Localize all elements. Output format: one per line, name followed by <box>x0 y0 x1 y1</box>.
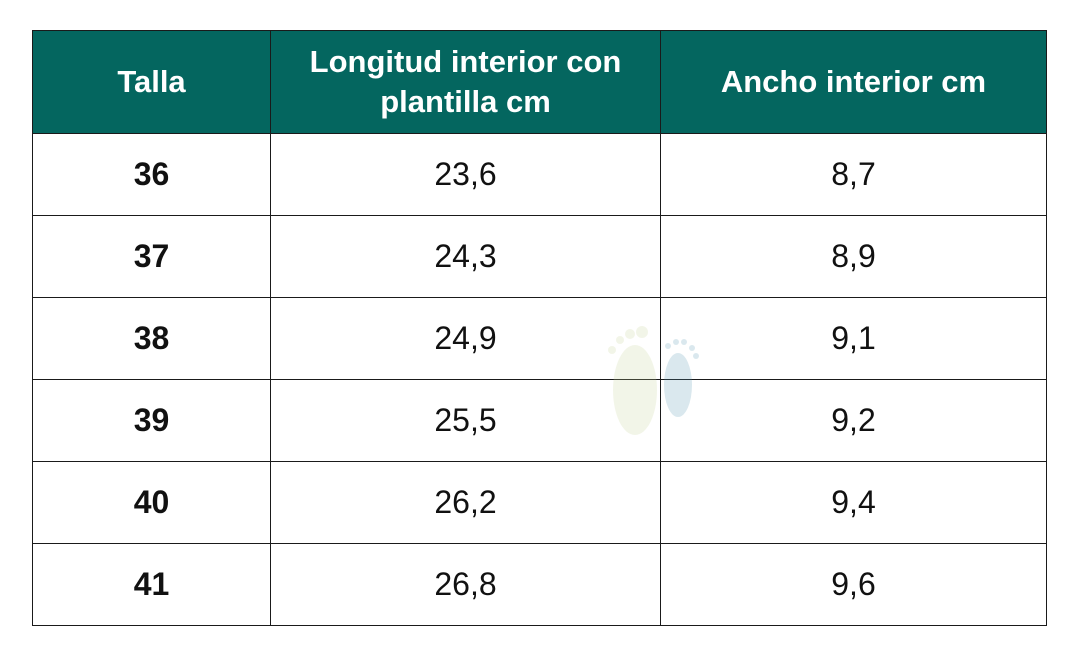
size-cell: 41 <box>32 543 271 626</box>
header-cell: Ancho interior cm <box>660 30 1047 134</box>
size-cell: 39 <box>32 379 271 462</box>
size-cell: 38 <box>32 297 271 380</box>
size-table: Talla Longitud interior con plantilla cm A… <box>32 30 1047 626</box>
table-row: 41 26,8 9,6 <box>32 543 1047 626</box>
table-row: 37 24,3 8,9 <box>32 215 1047 298</box>
measure-cell: 9,4 <box>660 461 1047 544</box>
table-row: 40 26,2 9,4 <box>32 461 1047 544</box>
measure-cell: 9,6 <box>660 543 1047 626</box>
size-cell: 40 <box>32 461 271 544</box>
header-row: Talla Longitud interior con plantilla cm A… <box>32 30 1047 134</box>
measure-cell: 24,3 <box>270 215 661 298</box>
size-cell: 37 <box>32 215 271 298</box>
table-row: 38 24,9 9,1 <box>32 297 1047 380</box>
measure-cell: 23,6 <box>270 133 661 216</box>
table-row: 39 25,5 9,2 <box>32 379 1047 462</box>
measure-cell: 25,5 <box>270 379 661 462</box>
measure-cell: 9,1 <box>660 297 1047 380</box>
size-cell: 36 <box>32 133 271 216</box>
measure-cell: 26,2 <box>270 461 661 544</box>
measure-cell: 8,9 <box>660 215 1047 298</box>
header-cell: Longitud interior con plantilla cm <box>270 30 661 134</box>
header-cell: Talla <box>32 30 271 134</box>
measure-cell: 8,7 <box>660 133 1047 216</box>
measure-cell: 26,8 <box>270 543 661 626</box>
watermark-feet <box>608 326 699 435</box>
table-row: 36 23,6 8,7 <box>32 133 1047 216</box>
measure-cell: 9,2 <box>660 379 1047 462</box>
measure-cell: 24,9 <box>270 297 661 380</box>
